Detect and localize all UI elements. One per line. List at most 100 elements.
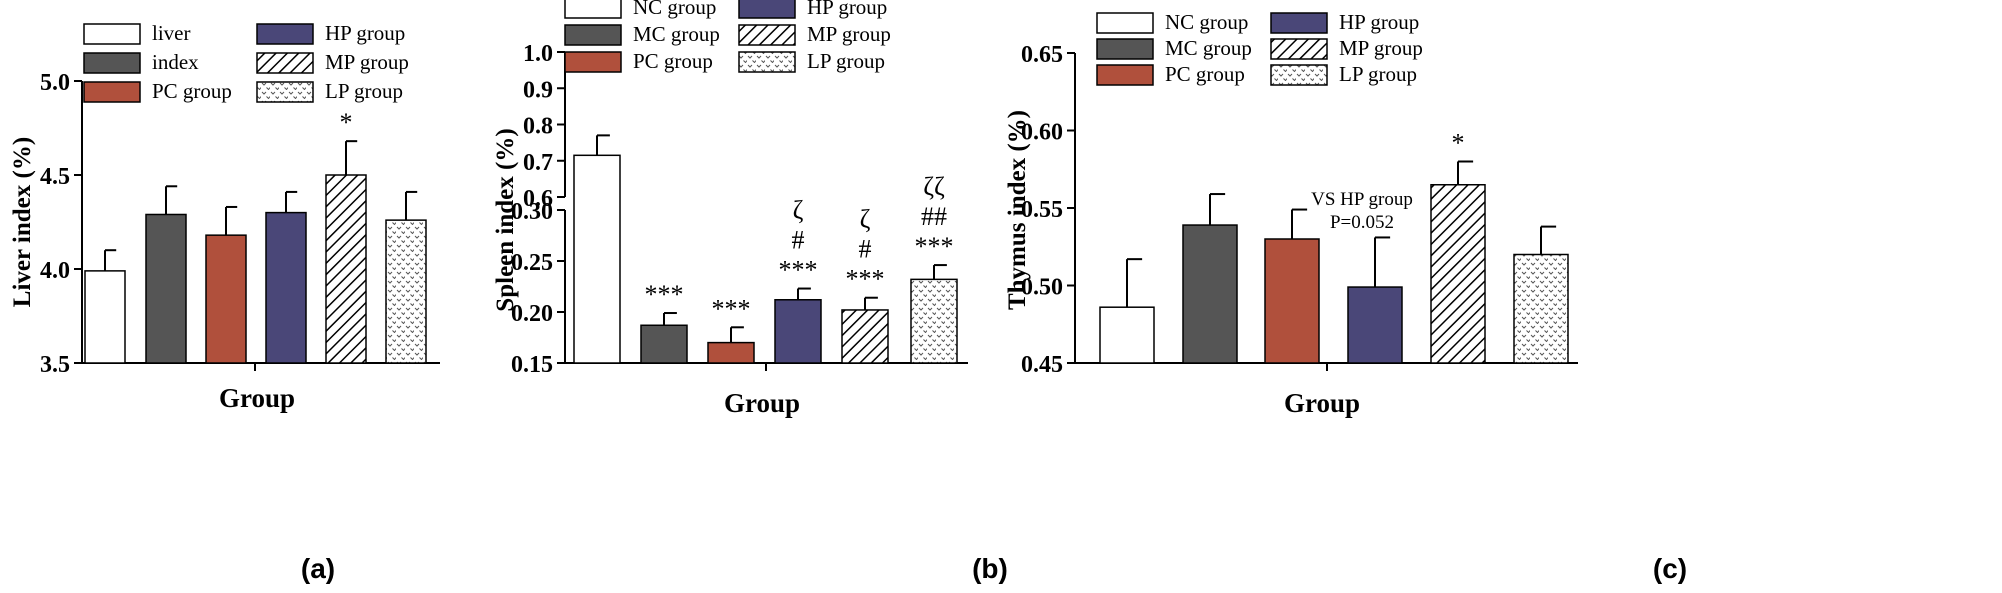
y-tick-label-upper-1: 0.7: [523, 150, 553, 176]
bar-3: [265, 211, 307, 364]
bar-3: [774, 299, 822, 364]
significance-4-0: ζ: [860, 205, 871, 234]
legend-swatch-1: [1096, 38, 1154, 60]
y-tick-label-2: 0.55: [1021, 197, 1063, 223]
x-axis-label: Group: [1284, 388, 1360, 418]
significance-2-0: ***: [712, 294, 751, 323]
legend-swatch-1: [83, 52, 141, 74]
bar-2: [205, 234, 247, 364]
y-tick-label-4: 0.65: [1021, 42, 1063, 68]
panel-b-spleen-index: 0.15 0.20 0.25 0.300.6 0.7 0.8 0.9 1.0 *** *** ***…: [492, 0, 968, 418]
legend-label-4: MP group: [807, 22, 891, 46]
y-tick-label-1: 4.0: [40, 258, 70, 284]
legend-label-5: LP group: [807, 49, 885, 73]
y-tick-label-2: 4.5: [40, 164, 70, 190]
significance-3-2: ***: [779, 256, 818, 285]
y-axis-label: Thymus index (%): [1004, 110, 1031, 310]
panel-label-c: (c): [1653, 553, 1687, 584]
legend-swatch-0: [1096, 12, 1154, 34]
legend-label-1: index: [152, 50, 199, 74]
legend-swatch-4: [738, 24, 796, 46]
note-line-0: VS HP group: [1311, 189, 1413, 210]
legend-swatch-5: [1270, 64, 1328, 86]
legend-swatch-4: [1270, 38, 1328, 60]
y-tick-label-upper-3: 0.9: [523, 77, 553, 103]
y-tick-label-upper-2: 0.8: [523, 114, 553, 140]
significance-5-1: ##: [921, 202, 947, 231]
y-tick-label-upper-0: 0.6: [523, 186, 553, 212]
bar-4: [1430, 184, 1486, 364]
legend-label-2: PC group: [633, 49, 713, 73]
y-tick-label-1: 0.50: [1021, 275, 1063, 301]
y-tick-label-upper-4: 1.0: [523, 41, 553, 67]
y-tick-label-lower-0: 0.15: [511, 352, 553, 378]
legend-label-1: MC group: [633, 22, 720, 46]
legend-label-0: liver: [152, 21, 190, 45]
y-axis-label: Liver index (%): [9, 137, 36, 307]
y-tick-label-3: 5.0: [40, 70, 70, 96]
bar-0: [84, 270, 126, 364]
bar-1: [1182, 224, 1238, 364]
y-tick-label-0: 0.45: [1021, 352, 1063, 378]
legend-swatch-3: [738, 0, 796, 19]
legend-label-3: HP group: [325, 21, 405, 45]
legend-label-3: HP group: [1339, 10, 1419, 34]
legend-label-0: NC group: [1165, 10, 1248, 34]
bar-4: [841, 309, 889, 364]
y-axis-label: Spleen index (%): [492, 128, 519, 311]
panel-a-liver-index: 3.5 4.0 4.5 5.0 * Liver index (%) Group liver in…: [9, 21, 440, 413]
bar-2: [707, 341, 755, 364]
legend-swatch-5: [738, 51, 796, 73]
legend-label-3: HP group: [807, 0, 887, 19]
legend-swatch-3: [256, 23, 314, 45]
bar-2: [1264, 238, 1320, 364]
bar-5: [1513, 253, 1569, 364]
y-tick-label-0: 3.5: [40, 352, 70, 378]
y-tick-label-3: 0.60: [1021, 120, 1063, 146]
legend-swatch-0: [83, 23, 141, 45]
panel-label-b: (b): [972, 553, 1008, 584]
axis-break-gap: [573, 198, 621, 209]
bar-0: [1099, 306, 1155, 364]
y-tick-label-lower-2: 0.25: [511, 250, 553, 276]
legend-label-2: PC group: [1165, 62, 1245, 86]
legend-label-0: NC group: [633, 0, 716, 19]
legend-label-4: MP group: [1339, 36, 1423, 60]
legend-label-5: LP group: [325, 79, 403, 103]
significance-4: *: [340, 108, 353, 137]
y-tick-label-lower-3: 0.30: [511, 199, 553, 225]
note-line-1: P=0.052: [1330, 212, 1394, 233]
y-tick-label-lower-1: 0.20: [511, 301, 553, 327]
significance-5-2: ***: [915, 232, 954, 261]
bar-1: [145, 213, 187, 364]
legend-swatch-5: [256, 81, 314, 103]
bar-0: [573, 154, 621, 364]
bar-5: [910, 278, 958, 364]
bar-5: [385, 219, 427, 364]
bar-1: [640, 324, 688, 364]
legend-swatch-4: [256, 52, 314, 74]
significance-1-0: ***: [645, 280, 684, 309]
significance-3-0: ζ: [793, 196, 804, 225]
legend-label-5: LP group: [1339, 62, 1417, 86]
significance-3-1: #: [792, 226, 805, 255]
legend-swatch-0: [564, 0, 622, 19]
legend-swatch-3: [1270, 12, 1328, 34]
panel-label-a: (a): [301, 553, 335, 584]
significance-5-0: ζζ: [923, 172, 945, 201]
significance-4: *: [1452, 129, 1465, 158]
significance-4-1: #: [859, 235, 872, 264]
bar-3: [1347, 286, 1403, 364]
legend-label-4: MP group: [325, 50, 409, 74]
legend-swatch-2: [83, 81, 141, 103]
x-axis-label: Group: [219, 383, 295, 413]
legend-label-2: PC group: [152, 79, 232, 103]
significance-4-2: ***: [846, 265, 885, 294]
legend-swatch-2: [1096, 64, 1154, 86]
x-axis-label: Group: [724, 388, 800, 418]
legend-swatch-1: [564, 24, 622, 46]
legend-swatch-2: [564, 51, 622, 73]
bar-4: [325, 174, 367, 364]
